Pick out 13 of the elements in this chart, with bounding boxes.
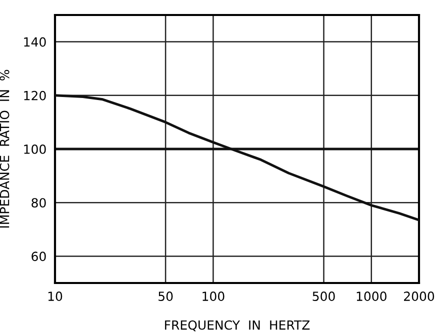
- y-tick-label: 60: [32, 252, 46, 262]
- y-tick-label: 80: [32, 198, 46, 208]
- y-tick-label: 120: [24, 90, 46, 100]
- x-tick-label: 100: [202, 292, 224, 302]
- x-axis-title: FREQUENCY IN HERTZ: [165, 320, 310, 332]
- y-tick-label: 100: [24, 144, 46, 154]
- y-tick-label: 140: [24, 37, 46, 47]
- y-axis-title: IMPEDANCE RATIO IN %: [0, 70, 10, 228]
- x-tick-label: 50: [158, 292, 173, 302]
- x-tick-label: 500: [312, 292, 335, 302]
- x-tick-label: 10: [48, 292, 62, 302]
- x-tick-label: 1000: [356, 292, 386, 302]
- x-tick-label: 2000: [404, 292, 434, 302]
